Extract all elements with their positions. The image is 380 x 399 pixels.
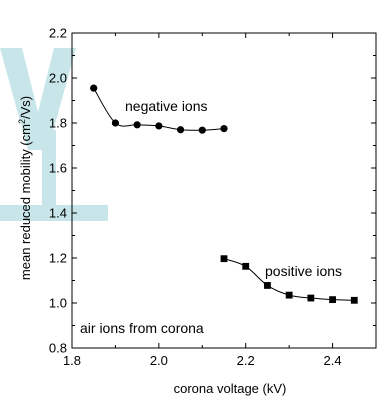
y-tick-label: 1.8 [49,116,67,131]
y-tick-label: 2.0 [49,71,67,86]
data-point-square [329,296,336,304]
data-markers [90,84,358,304]
data-point-square [307,294,315,302]
x-axis-title: corona voltage (kV) [174,381,287,396]
x-tick-label: 2.0 [150,353,168,368]
data-point-square [350,296,358,304]
annotation-air-ions: air ions from corona [80,320,204,336]
y-tick-label: 1.2 [49,251,67,266]
series-label-negative-ions: negative ions [125,98,208,114]
y-axis-title-superscript: 2 [17,119,27,124]
y-tick-label: 1.6 [49,161,67,176]
data-point-circle [155,122,163,130]
x-tick-label: 2.2 [237,353,255,368]
y-tick-label: 0.8 [49,341,67,356]
data-point-circle [176,126,185,134]
x-tick-label: 2.4 [324,353,342,368]
data-point-square [242,262,250,270]
tick-labels: 1.8 2.0 2.2 2.4 0.8 1.0 1.2 1.4 1.6 1.8 2.0 2.2 [49,26,342,369]
data-point-circle [111,119,120,127]
watermark-stem [42,130,56,221]
data-point-circle [90,84,98,92]
y-tick-label: 1.0 [49,296,67,311]
x-tick-label: 1.8 [63,353,81,368]
data-point-circle [220,125,228,133]
y-axis-title: mean reduced mobility (cm2/Vs) [17,96,33,280]
data-point-circle [133,121,141,129]
y-tick-label: 2.2 [49,26,67,41]
axis-ticks [71,32,377,349]
watermark-v-shape [0,48,76,150]
series-label-positive-ions: positive ions [265,263,342,279]
data-point-square [264,282,271,289]
y-tick-label: 1.4 [49,206,67,221]
data-point-square [220,255,228,263]
data-point-circle [198,126,206,134]
watermark-logo [0,48,108,221]
y-axis-title-main: mean reduced mobility (cm [18,124,33,280]
data-point-square [285,291,293,299]
y-axis-title-unit: /Vs) [18,96,33,119]
